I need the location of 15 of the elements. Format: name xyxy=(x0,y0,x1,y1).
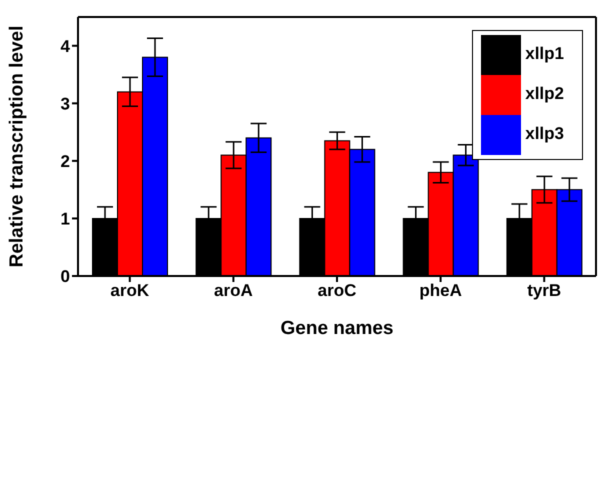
x-tick-label: aroA xyxy=(214,281,253,300)
legend-label: xllp2 xyxy=(525,84,564,104)
x-tick-label: tyrB xyxy=(527,281,562,300)
y-tick-label: 3 xyxy=(60,94,70,114)
x-tick-label: pheA xyxy=(419,281,462,300)
y-tick-label: 1 xyxy=(60,209,70,228)
x-axis-title: Gene names xyxy=(280,318,394,339)
legend-label: xllp3 xyxy=(525,124,564,144)
x-tick-label: aroK xyxy=(110,281,150,300)
y-tick-label: 4 xyxy=(60,36,71,56)
x-tick-label: aroC xyxy=(318,281,356,300)
legend-label: xllp1 xyxy=(525,44,564,64)
y-tick-label: 0 xyxy=(60,267,70,286)
y-axis-title: Relative transcription level xyxy=(6,26,28,268)
y-tick-label: 2 xyxy=(60,152,70,171)
